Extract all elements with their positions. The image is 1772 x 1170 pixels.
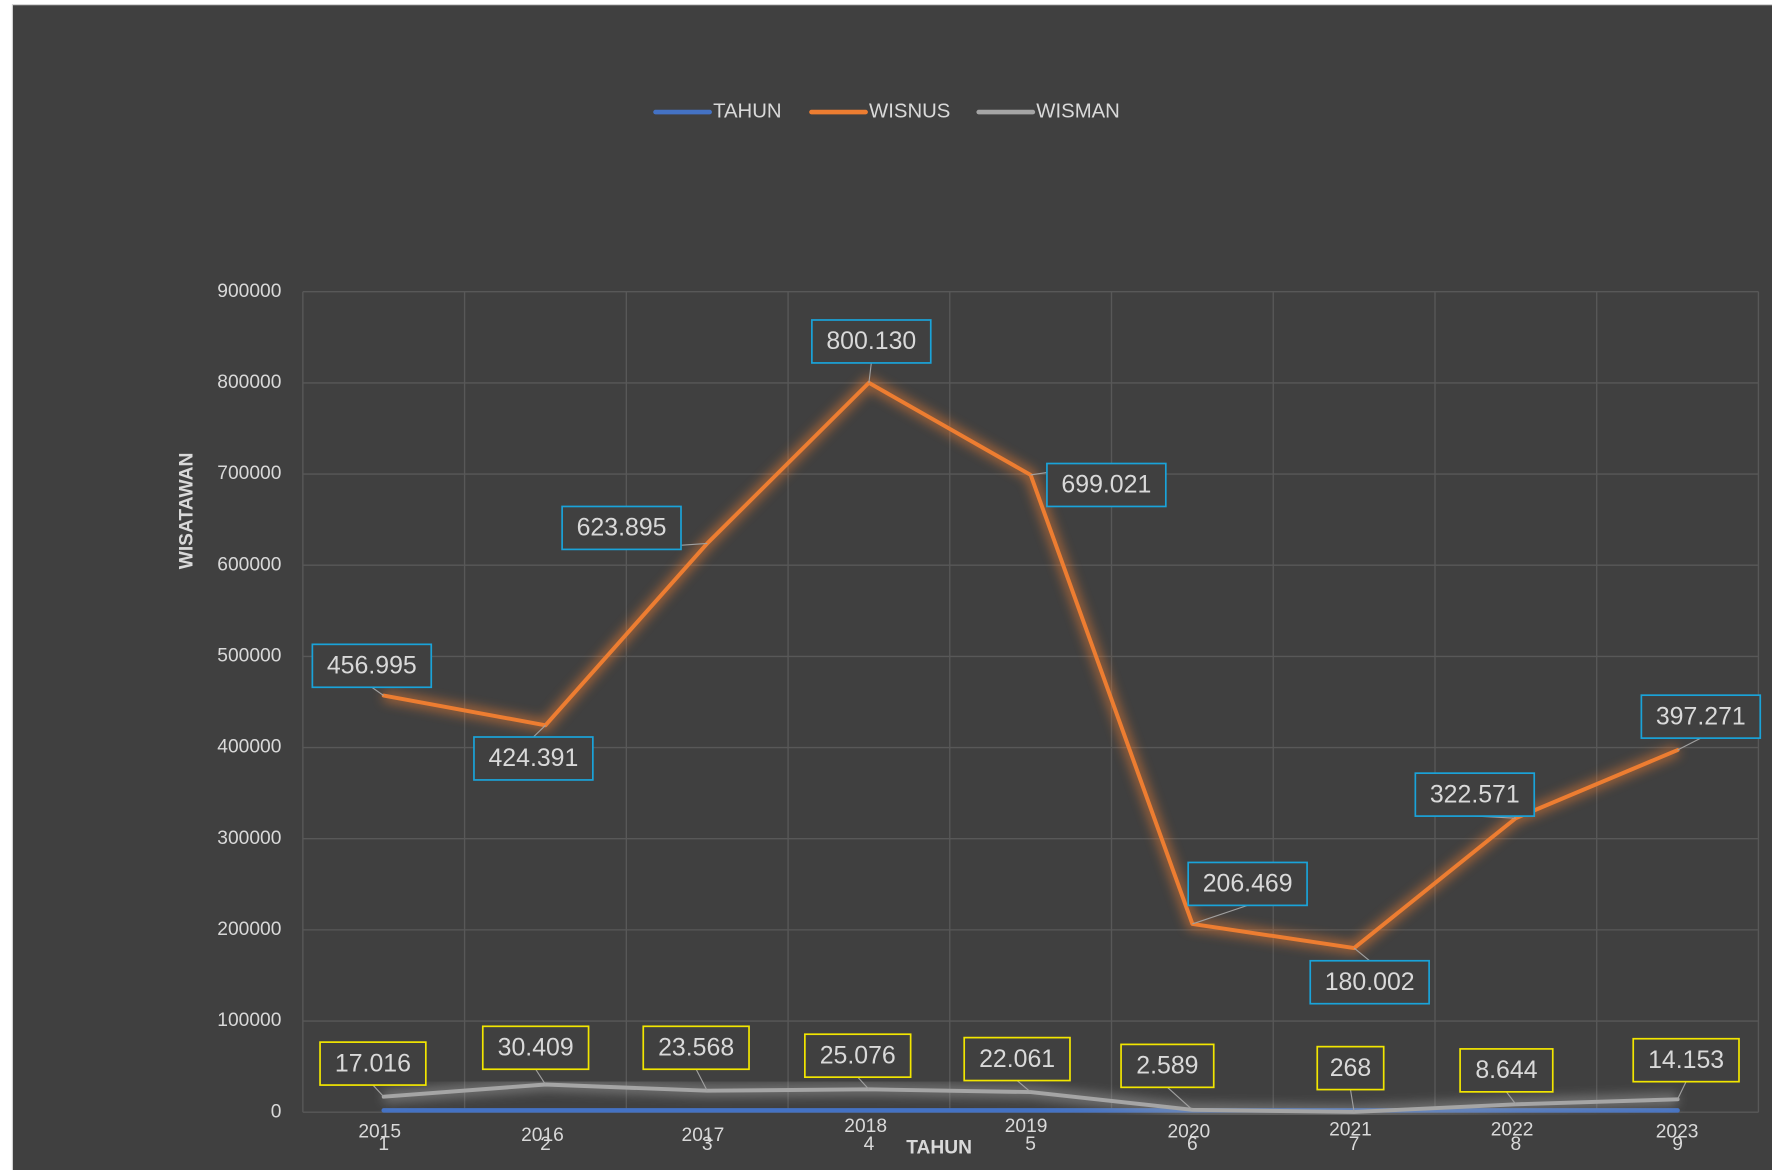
data-label: 2016 [521, 1125, 564, 1146]
y-tick-label: 900000 [217, 281, 281, 302]
data-label: 14.153 [1648, 1046, 1724, 1074]
leader-line [1353, 947, 1371, 962]
leader-line [1016, 1080, 1032, 1093]
y-tick-label: 0 [271, 1101, 282, 1122]
data-label-box [1414, 772, 1536, 817]
y-axis-title: WISATAWAN [177, 453, 198, 570]
data-label: 397.271 [1656, 702, 1746, 730]
data-label: 623.895 [577, 514, 667, 542]
data-label: 30.409 [498, 1033, 574, 1061]
data-label: 2.589 [1136, 1052, 1198, 1080]
y-tick-label: 600000 [217, 554, 281, 575]
leader-line [371, 686, 385, 697]
data-label: 2015 [358, 1122, 401, 1143]
y-tick-label: 500000 [217, 645, 281, 666]
x-tick-label: 3 [702, 1134, 713, 1155]
leader-line [535, 1068, 546, 1085]
data-label-box [1187, 861, 1308, 907]
leader-line [695, 1068, 708, 1091]
data-label: 424.391 [488, 744, 578, 772]
data-label-box [319, 1041, 427, 1086]
x-tick-label: 2 [540, 1134, 551, 1155]
data-label: 2017 [682, 1125, 725, 1146]
x-axis-title: TAHUN [906, 1137, 972, 1158]
legend-label: WISNUS [869, 100, 950, 122]
data-label-box [1120, 1043, 1215, 1089]
leader-line [533, 724, 546, 738]
data-label: 2020 [1168, 1122, 1211, 1143]
data-label-box [1640, 694, 1762, 739]
data-label: 8.644 [1475, 1056, 1537, 1084]
data-label-box [1459, 1048, 1554, 1093]
data-label: 2021 [1329, 1119, 1372, 1140]
data-label-box [481, 1025, 590, 1071]
data-label-box [311, 643, 433, 689]
leader-line [1677, 1081, 1687, 1100]
legend-label: TAHUN [713, 100, 782, 122]
data-label: 22.061 [979, 1045, 1055, 1073]
data-label-box [1309, 959, 1430, 1005]
leader-line [1677, 737, 1702, 751]
data-label-box [561, 505, 682, 551]
leader-line [857, 1076, 870, 1090]
data-label: 456.995 [327, 651, 417, 679]
leader-line [1192, 904, 1248, 925]
data-label-box [1046, 462, 1167, 508]
data-label: 2023 [1656, 1122, 1699, 1143]
data-label-box [642, 1025, 750, 1071]
leader-line [1167, 1086, 1193, 1111]
data-label-box [1316, 1045, 1385, 1091]
data-label: 2022 [1491, 1119, 1534, 1140]
leader-line [1349, 1089, 1355, 1113]
data-label: 180.002 [1325, 968, 1415, 996]
legend-label: WISMAN [1036, 100, 1120, 122]
y-tick-label: 700000 [217, 463, 281, 484]
y-tick-label: 800000 [217, 372, 281, 393]
y-tick-label: 400000 [217, 737, 281, 758]
leader-line [372, 1084, 385, 1098]
data-label: 17.016 [335, 1049, 411, 1077]
data-label-box [804, 1033, 912, 1079]
data-label: 268 [1330, 1054, 1371, 1082]
data-label-box [963, 1036, 1071, 1082]
x-tick-label: 4 [864, 1134, 875, 1155]
data-label-box [1632, 1037, 1740, 1083]
x-tick-label: 8 [1510, 1134, 1521, 1155]
data-label: 2019 [1005, 1116, 1048, 1137]
data-label: 25.076 [820, 1041, 896, 1069]
x-tick-label: 9 [1672, 1134, 1683, 1155]
y-tick-label: 200000 [217, 919, 281, 940]
x-tick-label: 5 [1025, 1134, 1036, 1155]
x-tick-label: 7 [1349, 1134, 1360, 1155]
x-tick-label: 6 [1187, 1134, 1198, 1155]
data-label: 206.469 [1203, 870, 1293, 898]
y-tick-label: 300000 [217, 828, 281, 849]
data-label-box [811, 319, 932, 364]
data-label: 322.571 [1430, 780, 1520, 808]
data-label-box [473, 736, 594, 781]
leader-line [868, 362, 872, 383]
data-label: 23.568 [658, 1033, 734, 1061]
y-tick-label: 100000 [217, 1010, 281, 1031]
data-label: 800.130 [826, 327, 916, 355]
data-label: 2018 [844, 1116, 887, 1137]
x-tick-label: 1 [378, 1134, 389, 1155]
data-label: 699.021 [1061, 471, 1151, 499]
leader-line [1505, 1091, 1517, 1105]
chart-bg [11, 4, 1772, 1170]
